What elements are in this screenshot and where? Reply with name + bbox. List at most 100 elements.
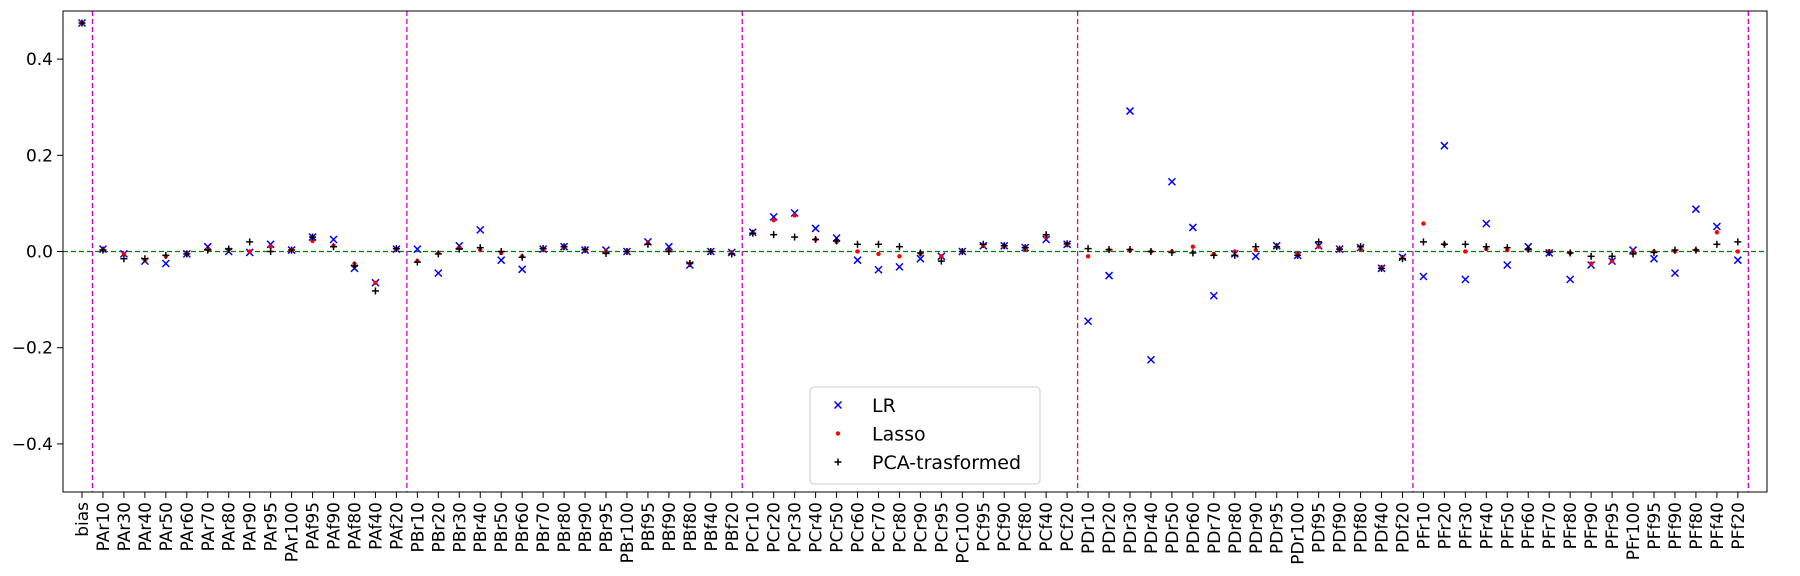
data-point-pca-trasformed (1084, 245, 1092, 253)
data-point-lr (518, 265, 527, 274)
data-point-pca-trasformed (1357, 243, 1365, 251)
data-point-lr (1670, 269, 1679, 278)
x-tick-label: PFf20 (1729, 502, 1749, 550)
x-tick-label: PDr40 (1142, 502, 1162, 554)
x-tick-label: PBf90 (660, 502, 680, 552)
data-point-lr (476, 225, 485, 234)
x-tick-label: PAf80 (345, 502, 365, 550)
x-tick-label: PDr50 (1163, 502, 1183, 554)
y-tick-label: 0.0 (26, 243, 53, 263)
data-point-lr (874, 265, 883, 274)
data-point-lr (1691, 205, 1700, 214)
x-tick-label: PFr40 (1477, 502, 1497, 549)
x-axis: bias PAr10 PAr30 PAr40 PAr50 PAr60 PAr70 PAr80 P… (73, 492, 1749, 565)
x-tick-label: PCr60 (849, 502, 869, 553)
data-point-lr (413, 245, 422, 254)
x-tick-label: PDr20 (1100, 502, 1120, 554)
data-point-lasso (1735, 249, 1741, 254)
data-point-lr (916, 254, 925, 263)
data-point-pca-trasformed (623, 248, 631, 255)
data-point-pca-trasformed (1147, 248, 1155, 255)
x-tick-label: PBr10 (408, 502, 428, 553)
data-point-pca-trasformed (1252, 243, 1260, 251)
x-tick-label: PAf20 (387, 502, 407, 550)
series-pca-trasformed (78, 19, 1742, 295)
data-point-pca-trasformed (1042, 231, 1050, 239)
x-tick-label: PCf95 (974, 502, 994, 552)
data-point-pca-trasformed (937, 257, 945, 265)
x-tick-label: PBf40 (702, 502, 722, 552)
data-point-pca-trasformed (916, 249, 924, 257)
x-tick-label: PCf90 (995, 502, 1015, 552)
x-tick-label: PDr30 (1121, 502, 1141, 554)
x-tick-label: PCr10 (744, 502, 764, 553)
x-tick-label: PFf95 (1645, 502, 1665, 550)
data-point-pca-trasformed (1315, 238, 1323, 246)
data-point-lasso (1316, 244, 1321, 249)
data-point-pca-trasformed (78, 19, 86, 27)
y-tick-label: −0.2 (12, 339, 53, 359)
x-tick-label: PFf80 (1687, 502, 1707, 550)
data-point-pca-trasformed (581, 246, 589, 254)
data-point-lr (266, 240, 275, 249)
x-tick-label: PFf40 (1708, 502, 1728, 550)
x-tick-label: PDr90 (1247, 502, 1267, 554)
data-point-lasso (876, 251, 881, 257)
y-tick-label: 0.2 (26, 146, 53, 166)
data-point-lasso (1714, 230, 1720, 235)
data-point-pca-trasformed (1524, 245, 1532, 253)
data-point-pca-trasformed (476, 244, 484, 252)
data-point-pca-trasformed (1273, 243, 1281, 251)
data-point-lr (161, 259, 170, 268)
x-tick-label: PDr70 (1205, 502, 1225, 554)
data-point-lasso (373, 280, 378, 285)
data-point-lasso (1609, 258, 1615, 264)
data-point-pca-trasformed (644, 240, 652, 248)
x-tick-label: PBr40 (471, 502, 491, 553)
data-point-lr (1146, 355, 1155, 364)
x-tick-label: PAr80 (220, 502, 240, 551)
data-point-lr (1482, 219, 1491, 228)
x-tick-label: PBf20 (723, 502, 743, 552)
data-point-pca-trasformed (288, 246, 296, 254)
group-separator-layer (91, 11, 1749, 492)
data-point-lr (664, 242, 673, 251)
x-tick-label: PDr95 (1268, 502, 1288, 554)
x-tick-label: PFr100 (1624, 502, 1644, 560)
data-point-lr (1733, 256, 1742, 265)
data-point-pca-trasformed (560, 243, 568, 251)
data-point-pca-trasformed (162, 251, 170, 259)
data-point-pca-trasformed (392, 245, 400, 253)
data-point-pca-trasformed (1398, 255, 1406, 263)
data-point-pca-trasformed (497, 248, 505, 255)
data-point-pca-trasformed (665, 248, 673, 255)
data-point-pca-trasformed (1713, 240, 1721, 248)
x-tick-label: PDf90 (1331, 502, 1351, 553)
data-point-pca-trasformed (267, 248, 275, 255)
x-tick-label: PCr50 (828, 502, 848, 553)
data-point-lr (1461, 275, 1470, 284)
data-point-pca-trasformed (1000, 242, 1008, 250)
data-point-lr (329, 235, 338, 244)
x-tick-label: PCr40 (807, 502, 827, 553)
y-tick-label: −0.4 (12, 435, 53, 455)
data-point-pca-trasformed (1650, 248, 1658, 256)
x-tick-label: PCf40 (1037, 502, 1057, 552)
x-tick-label: PDr100 (1289, 502, 1309, 565)
data-point-pca-trasformed (539, 245, 547, 253)
data-point-lr (853, 256, 862, 265)
x-tick-label: PFr10 (1414, 502, 1434, 549)
x-tick-label: PAr10 (94, 502, 114, 551)
data-point-pca-trasformed (707, 248, 715, 255)
x-tick-label: PFr50 (1498, 502, 1518, 549)
data-point-pca-trasformed (1378, 264, 1386, 272)
data-point-lasso (1190, 244, 1196, 249)
x-tick-label: PBr70 (534, 502, 554, 553)
x-tick-label: PBf80 (681, 502, 701, 552)
data-point-lr (1566, 275, 1575, 284)
x-tick-label: PBr60 (513, 502, 533, 553)
data-point-lasso (1588, 261, 1594, 266)
x-tick-label: PAf90 (325, 502, 345, 550)
